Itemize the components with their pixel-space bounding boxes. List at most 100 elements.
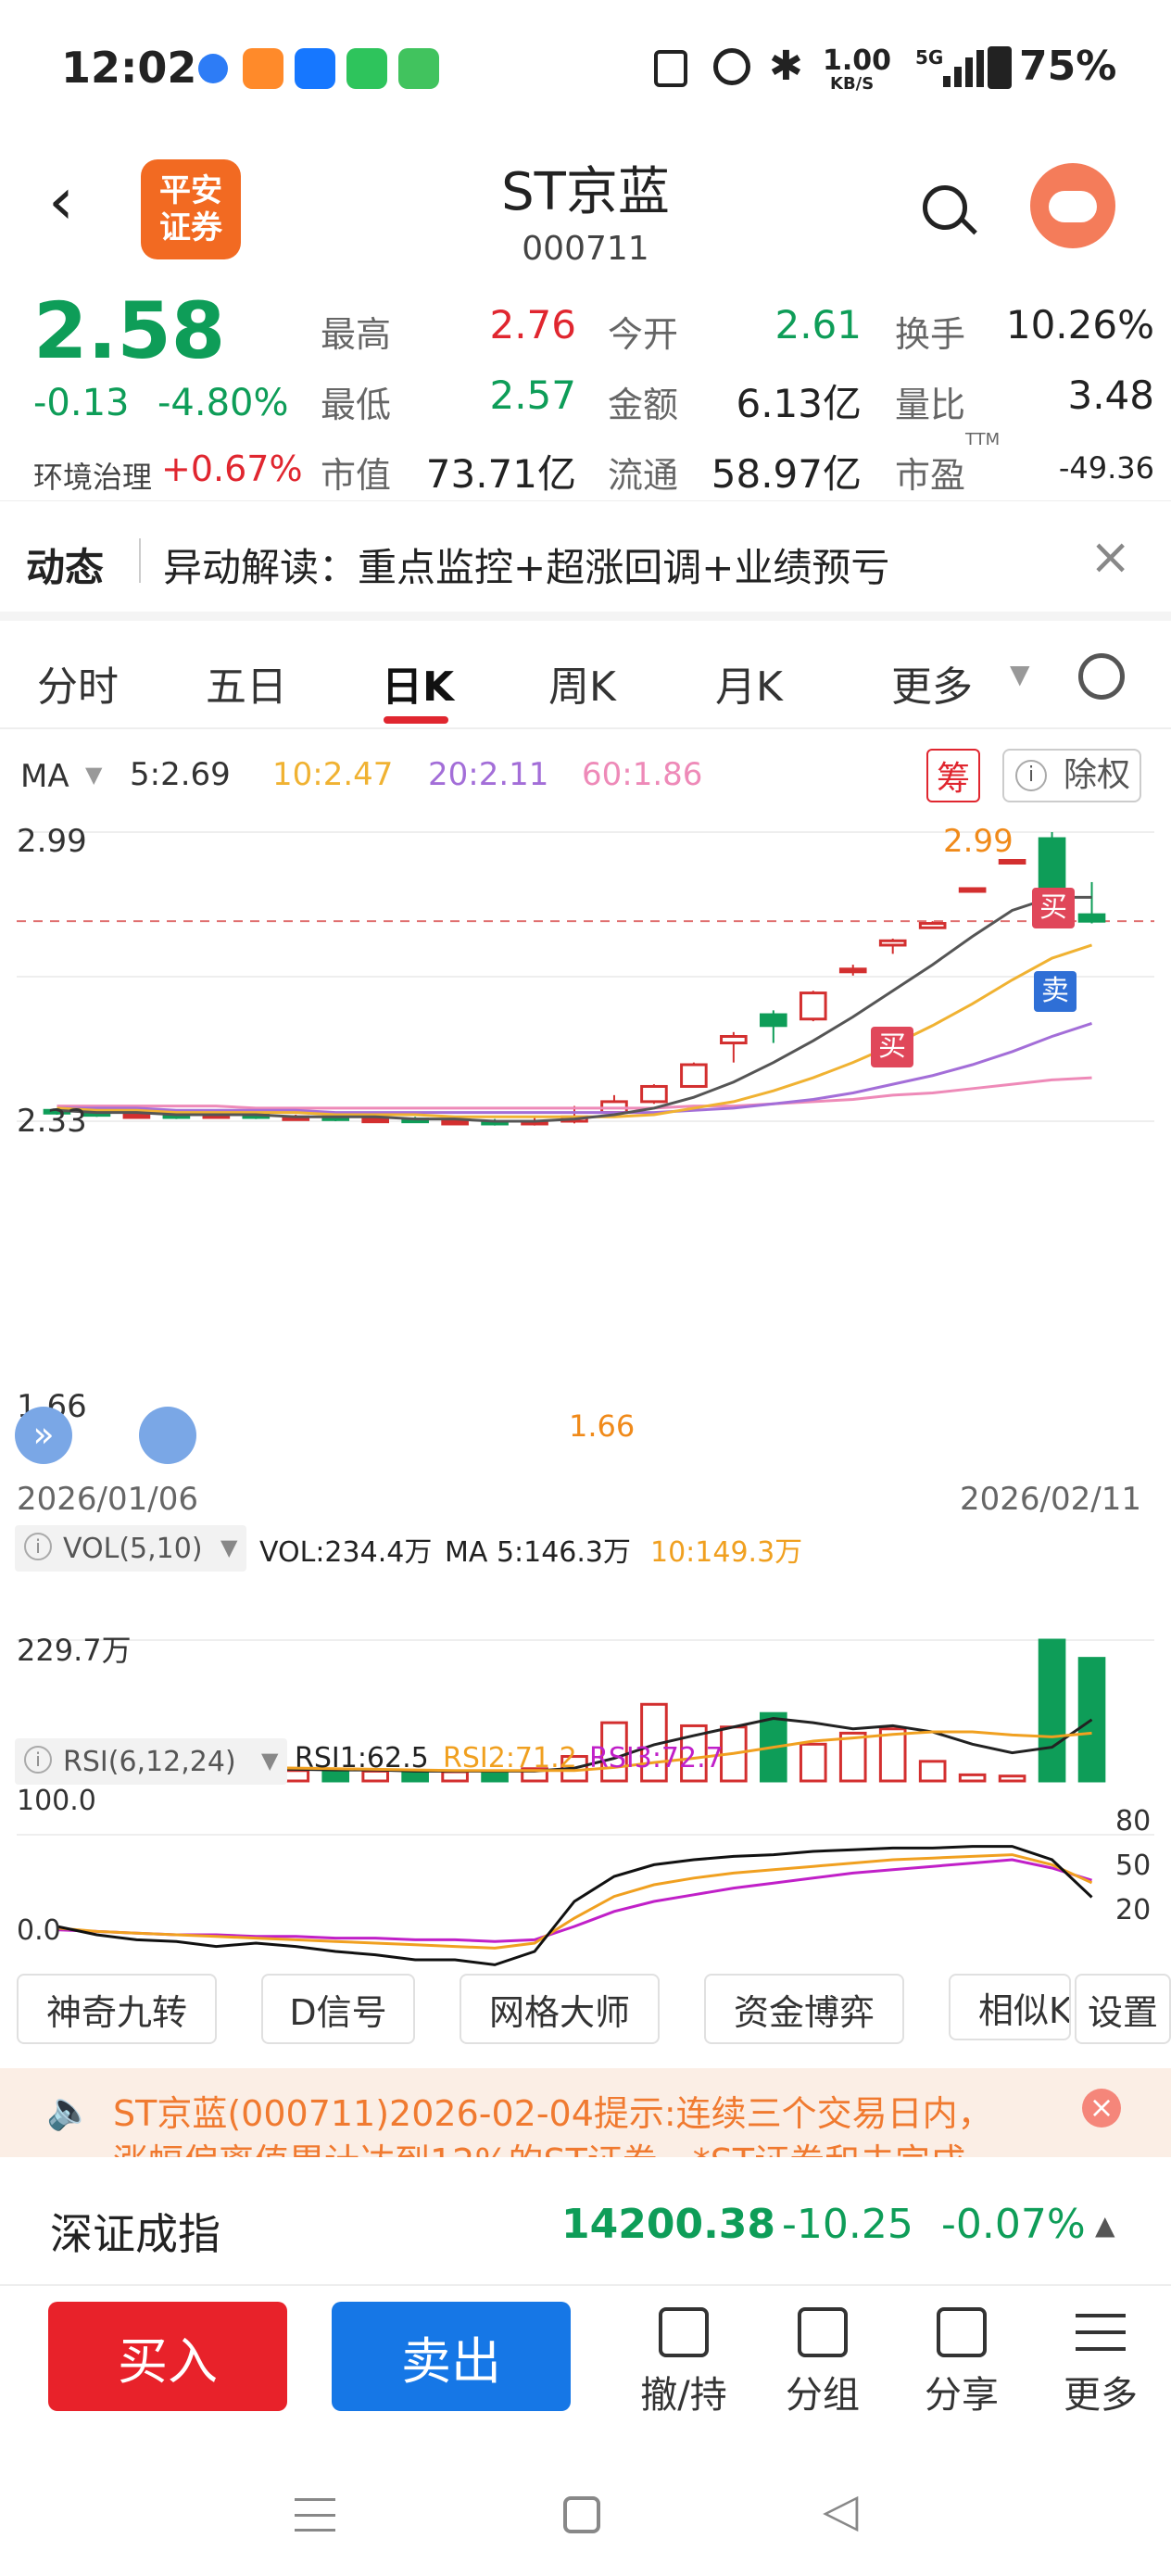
close-icon[interactable]: ×: [1089, 527, 1132, 586]
candle-body: [640, 1084, 668, 1104]
x-axis-start: 2026/01/06: [17, 1481, 198, 1518]
search-icon[interactable]: [923, 185, 967, 230]
tab-weekly-k[interactable]: 周K: [548, 663, 616, 711]
nav-back-icon[interactable]: ◁: [823, 2483, 859, 2537]
sector-name[interactable]: 环境治理: [33, 460, 153, 495]
tool-grid-master[interactable]: 网格大师: [460, 1974, 660, 2044]
tool-similar-k[interactable]: 相似K: [949, 1974, 1071, 2040]
candle-body: [799, 991, 827, 1021]
low-label: 最低: [321, 385, 392, 425]
candle-body: [1038, 837, 1066, 889]
group-label: 分组: [786, 2374, 860, 2417]
index-value: 14200.38: [561, 2201, 776, 2248]
ma20-value: 20:2.11: [428, 756, 549, 793]
rsi-axis-80: 80: [1115, 1805, 1152, 1837]
expand-left-icon[interactable]: »: [15, 1407, 72, 1464]
candle-body: [759, 1013, 787, 1028]
float-label: 流通: [608, 455, 679, 496]
candle-body: [720, 1035, 748, 1045]
price-change: -0.13: [33, 382, 130, 424]
tab-more[interactable]: 更多: [891, 663, 973, 711]
cancel-hold-action[interactable]: 撤/持: [628, 2298, 739, 2418]
news-divider: [139, 538, 141, 583]
logo-line-1: 平安: [159, 172, 222, 209]
gear-icon[interactable]: [1078, 653, 1125, 700]
tab-monthly-k[interactable]: 月K: [715, 663, 783, 711]
info-icon: i: [1015, 760, 1047, 791]
rsi-axis-20: 20: [1115, 1894, 1152, 1926]
more-action[interactable]: 更多: [1045, 2298, 1156, 2418]
tool-settings[interactable]: 设置: [1075, 1974, 1171, 2044]
volume-bar: [600, 1721, 628, 1783]
buy-button[interactable]: 买入: [48, 2302, 287, 2411]
buy-signal-badge-1[interactable]: 买: [871, 1027, 913, 1067]
net-speed-value: 1.00: [823, 44, 892, 77]
ma10-value: 10:2.47: [272, 756, 394, 793]
system-nav-bar: ◁: [0, 2456, 1171, 2576]
high-label: 最高: [321, 314, 392, 355]
vol-dropdown-icon: ▼: [220, 1534, 238, 1560]
kline-svg[interactable]: [0, 806, 1171, 2066]
battery-level: 75%: [1019, 43, 1117, 90]
pe-label: 市盈: [895, 455, 966, 496]
tab-five-day[interactable]: 五日: [206, 663, 287, 711]
sell-button[interactable]: 卖出: [332, 2302, 571, 2411]
candle-body: [838, 967, 867, 974]
vol-indicator-selector[interactable]: i VOL(5,10) ▼: [15, 1525, 246, 1572]
ma-dropdown-icon[interactable]: ▼: [85, 762, 103, 788]
nav-menu-icon[interactable]: [295, 2498, 335, 2532]
buy-signal-badge-2[interactable]: 买: [1032, 888, 1075, 928]
tab-daily-k[interactable]: 日K: [382, 663, 455, 711]
price-change-pct: -4.80%: [157, 382, 289, 424]
search-icon-handle: [961, 218, 977, 235]
nav-home-icon[interactable]: [563, 2496, 600, 2533]
ma5-line: [57, 895, 1092, 1123]
share-icon: [937, 2307, 987, 2357]
pe-value: -49.36: [1058, 450, 1154, 486]
chevron-down-icon[interactable]: ▼: [1010, 659, 1030, 689]
alipay-icon: [295, 48, 335, 89]
chevron-up-icon[interactable]: ▲: [1095, 2210, 1115, 2241]
net-speed-unit: KB/S: [830, 74, 875, 94]
vol-ratio-value: 3.48: [1067, 373, 1154, 418]
message-icon: [398, 48, 439, 89]
index-change: -10.25: [782, 2201, 913, 2248]
index-ticker[interactable]: 深证成指 14200.38 -10.25 -0.07% ▲: [0, 2164, 1171, 2286]
chart-gridlines: [17, 831, 1154, 1122]
notice-close-icon[interactable]: ×: [1082, 2089, 1121, 2128]
rsi-axis-bottom: 0.0: [17, 1914, 61, 1947]
ma-label[interactable]: MA: [20, 758, 69, 795]
tab-intraday[interactable]: 分时: [37, 663, 119, 711]
group-action[interactable]: 分组: [767, 2298, 878, 2418]
assistant-avatar[interactable]: [1030, 163, 1115, 248]
more-label: 更多: [1064, 2374, 1138, 2417]
period-tabs: 分时 五日 日K 周K 月K 更多 ▼: [0, 616, 1171, 729]
risk-notice[interactable]: 🔈 ST京蓝(000711)2026-02-04提示:连续三个交易日内， 涨幅偏…: [0, 2068, 1171, 2157]
tool-magic-nine[interactable]: 神奇九转: [17, 1974, 217, 2044]
peak-price-label: 2.99: [943, 823, 1014, 860]
share-action[interactable]: 分享: [906, 2298, 1017, 2418]
status-bar: 12:02 ✱ 1.00 KB/S 5G 75%: [0, 0, 1171, 139]
news-banner[interactable]: 动态 异动解读：重点监控+超涨回调+业绩预亏 ×: [0, 505, 1171, 616]
drag-handle-icon[interactable]: [139, 1407, 196, 1464]
rsi-indicator-selector[interactable]: i RSI(6,12,24) ▼: [15, 1738, 287, 1785]
amount-value: 6.13亿: [736, 381, 862, 426]
open-value: 2.61: [774, 302, 862, 347]
tool-capital-game[interactable]: 资金博弈: [704, 1974, 904, 2044]
rsi-layer: [17, 1834, 1154, 1966]
stock-header: ‹ 平安 证券 ST京蓝 000711: [0, 139, 1171, 278]
ex-right-button[interactable]: 除权 i: [1002, 749, 1141, 802]
rsi3-line: [57, 1858, 1092, 1943]
signal-label: 5G: [915, 46, 944, 69]
sell-signal-badge[interactable]: 卖: [1034, 971, 1077, 1012]
low-value: 2.57: [489, 373, 576, 418]
y-axis-high: 2.99: [17, 823, 87, 860]
stock-name: ST京蓝: [501, 162, 670, 222]
tool-d-signal[interactable]: D信号: [261, 1974, 415, 2044]
back-icon[interactable]: ‹: [48, 163, 74, 239]
group-icon: [798, 2307, 848, 2357]
chip-button[interactable]: 筹: [926, 749, 980, 802]
vol-indicator-label: VOL(5,10): [63, 1533, 203, 1565]
signal-icon: [943, 50, 986, 87]
turnover-value: 10.26%: [1005, 302, 1154, 347]
